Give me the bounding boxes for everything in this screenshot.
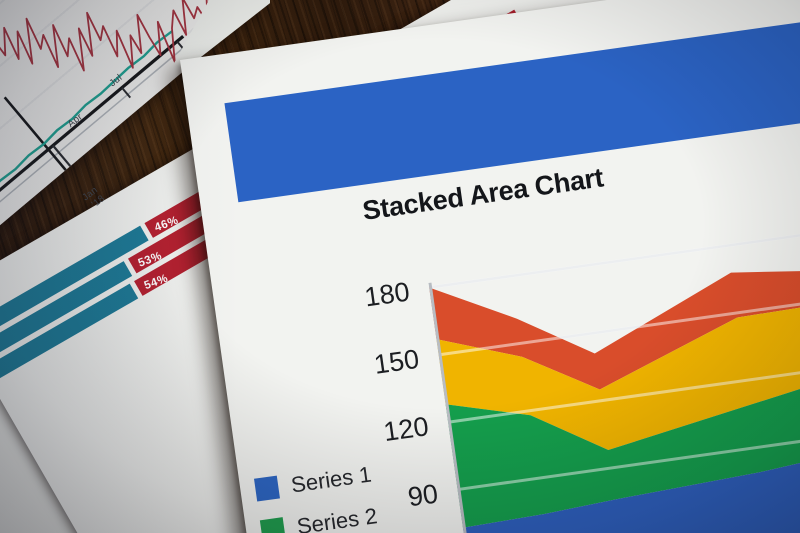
area-series-yellow <box>436 296 800 451</box>
legend-swatch <box>259 517 286 533</box>
teal-trend-line <box>0 29 174 471</box>
legend-item: Series 1 <box>254 461 373 502</box>
legend-swatch <box>254 475 280 502</box>
bar-teal-segment <box>0 225 149 344</box>
legend-item-label: Series 2 <box>295 502 379 533</box>
legend-item-label: Series 1 <box>289 461 373 498</box>
y-axis-tick-label: 180 <box>362 276 412 313</box>
y-axis-labels: 180 150 120 90 <box>308 276 440 512</box>
legend: Series 1 Series 2 <box>254 461 381 533</box>
legend-item: Series 2 <box>259 502 379 533</box>
area-series-red <box>429 269 800 390</box>
y-axis-tick-label: 150 <box>372 343 421 380</box>
bar-teal-segment <box>0 283 139 383</box>
area-chart-svg <box>428 223 800 533</box>
bar-teal-segment <box>0 260 133 364</box>
y-axis-tick-label: 120 <box>381 411 431 448</box>
area-series-green <box>445 363 800 528</box>
